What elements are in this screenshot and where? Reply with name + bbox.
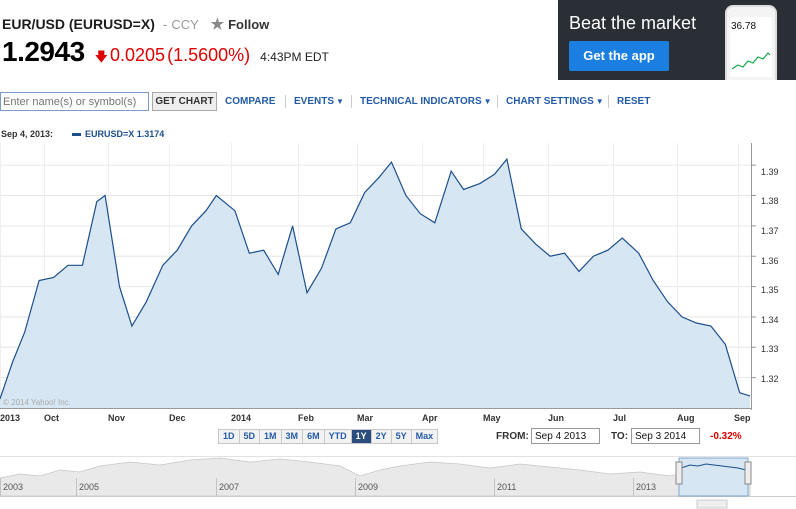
x-tick-label: 2014 xyxy=(231,413,252,423)
y-tick-marks xyxy=(751,164,756,379)
phone-chart-icon xyxy=(731,52,771,70)
x-tick-label: Jun xyxy=(548,413,565,423)
range-5d-button[interactable]: 5D xyxy=(239,429,261,444)
y-tick-label: 1.36 xyxy=(761,256,779,266)
x-tick-label: Nov xyxy=(108,413,126,423)
x-tick-label: Oct xyxy=(44,413,60,423)
to-label: TO: xyxy=(611,431,629,442)
x-tick-label: May xyxy=(483,413,501,423)
phone-icon: 36.78 xyxy=(725,5,777,80)
compare-button[interactable]: COMPARE xyxy=(225,96,276,107)
settings-label: CHART SETTINGS xyxy=(506,96,594,107)
y-tick-label: 1.37 xyxy=(761,226,779,236)
app-ad-banner[interactable]: Beat the market Get the app 36.78 xyxy=(558,0,796,80)
range-selector: 1D 5D 1M 3M 6M YTD 1Y 2Y 5Y Max xyxy=(218,429,439,444)
price-line: 1.2943 🡇 0.0205 (1.5600%) 4:43PM EDT xyxy=(2,36,329,70)
timeline-navigator[interactable] xyxy=(0,456,796,509)
from-label: FROM: xyxy=(496,431,529,442)
events-label: EVENTS xyxy=(294,96,335,107)
range-3m-button[interactable]: 3M xyxy=(281,429,304,444)
get-chart-button[interactable]: GET CHART xyxy=(152,92,217,111)
price-chart[interactable] xyxy=(0,124,796,454)
quote-header: EUR/USD (EURUSD=X) - CCY ★ Follow 1.2943… xyxy=(0,0,552,80)
star-icon: ★ xyxy=(210,16,225,33)
range-ytd-button[interactable]: YTD xyxy=(324,429,352,444)
chart-settings-menu[interactable]: CHART SETTINGS ▼ xyxy=(506,96,604,107)
y-tick-label: 1.33 xyxy=(761,344,779,354)
events-menu[interactable]: EVENTS ▼ xyxy=(294,96,344,107)
navigator-year-label: 2007 xyxy=(219,482,240,492)
technical-indicators-menu[interactable]: TECHNICAL INDICATORS ▼ xyxy=(360,96,492,107)
caret-down-icon: ▼ xyxy=(483,97,492,106)
x-tick-label: Aug xyxy=(677,413,695,423)
navigator-year-label: 2013 xyxy=(636,482,657,492)
y-tick-label: 1.35 xyxy=(761,285,779,295)
navigator-selection-window[interactable] xyxy=(678,457,749,497)
navigator-right-handle[interactable] xyxy=(744,461,752,485)
navigator-selection-line xyxy=(680,463,747,471)
phone-screen xyxy=(730,17,772,77)
navigator-year-ticks xyxy=(0,478,634,496)
series-line xyxy=(0,157,751,400)
x-tick-label: Apr xyxy=(422,413,438,423)
toolbar-divider xyxy=(608,95,609,108)
y-tick-label: 1.39 xyxy=(761,167,779,177)
follow-button[interactable]: ★ Follow xyxy=(211,15,270,33)
currency-code: CCY xyxy=(171,17,199,32)
get-app-button[interactable]: Get the app xyxy=(569,41,669,71)
price-change: 0.0205 xyxy=(110,45,166,65)
legend-series-label: EURUSD=X 1.3174 xyxy=(85,129,165,139)
range-pct-change: -0.32% xyxy=(710,431,742,442)
range-1d-button[interactable]: 1D xyxy=(218,429,240,444)
y-tick-label: 1.34 xyxy=(761,315,779,325)
down-arrow-icon: 🡇 xyxy=(94,49,109,64)
toolbar-divider xyxy=(351,95,352,108)
caret-down-icon: ▼ xyxy=(336,97,344,106)
copyright-watermark: © 2014 Yahoo! Inc. xyxy=(3,398,71,407)
x-tick-label: Dec xyxy=(169,413,186,423)
from-date-input[interactable] xyxy=(531,428,600,444)
toolbar-divider xyxy=(285,95,286,108)
ad-title: Beat the market xyxy=(569,13,697,33)
toolbar-divider xyxy=(497,95,498,108)
ticker-name: EUR/USD (EURUSD=X) xyxy=(2,16,155,32)
y-tick-label: 1.32 xyxy=(761,374,779,384)
ticker-separator: - xyxy=(162,16,168,32)
legend-series: EURUSD=X 1.3174 xyxy=(72,129,164,139)
x-tick-label: Feb xyxy=(298,413,315,423)
to-date-input[interactable] xyxy=(631,428,700,444)
price-change-pct: (1.5600%) xyxy=(167,45,251,65)
chart-toolbar: GET CHART COMPARE EVENTS▼ TECHNICAL INDI… xyxy=(0,90,796,114)
reset-button[interactable]: RESET xyxy=(617,96,651,107)
range-max-button[interactable]: Max xyxy=(411,429,439,444)
x-tick-label: Jul xyxy=(613,413,627,423)
range-2y-button[interactable]: 2Y xyxy=(371,429,392,444)
phone-value: 36.78 xyxy=(731,21,757,32)
legend-date: Sep 4, 2013: xyxy=(1,129,54,139)
legend-swatch xyxy=(72,132,81,136)
caret-down-icon: ▼ xyxy=(595,97,604,106)
range-6m-button[interactable]: 6M xyxy=(303,429,325,444)
quote-time: 4:43PM EDT xyxy=(260,50,329,64)
navigator-year-label: 2005 xyxy=(79,482,100,492)
ticker-line: EUR/USD (EURUSD=X) - CCY ★ Follow xyxy=(2,15,269,33)
y-tick-label: 1.38 xyxy=(761,196,779,206)
symbol-search-input[interactable] xyxy=(0,92,149,111)
range-5y-button[interactable]: 5Y xyxy=(391,429,412,444)
x-tick-label: Sep xyxy=(734,413,751,423)
range-1m-button[interactable]: 1M xyxy=(260,429,282,444)
x-tick-label: 2013 xyxy=(0,413,21,423)
last-price: 1.2943 xyxy=(2,36,85,67)
navigator-scrollbar-thumb[interactable] xyxy=(696,499,728,509)
navigator-year-label: 2011 xyxy=(497,482,517,492)
x-tick-label: Mar xyxy=(357,413,374,423)
series-area xyxy=(0,159,750,408)
navigator-left-handle[interactable] xyxy=(675,461,683,485)
technical-label: TECHNICAL INDICATORS xyxy=(360,96,482,107)
navigator-year-label: 2009 xyxy=(358,482,379,492)
follow-label: Follow xyxy=(228,16,270,32)
range-1y-button[interactable]: 1Y xyxy=(351,429,372,444)
navigator-year-label: 2003 xyxy=(3,482,24,492)
